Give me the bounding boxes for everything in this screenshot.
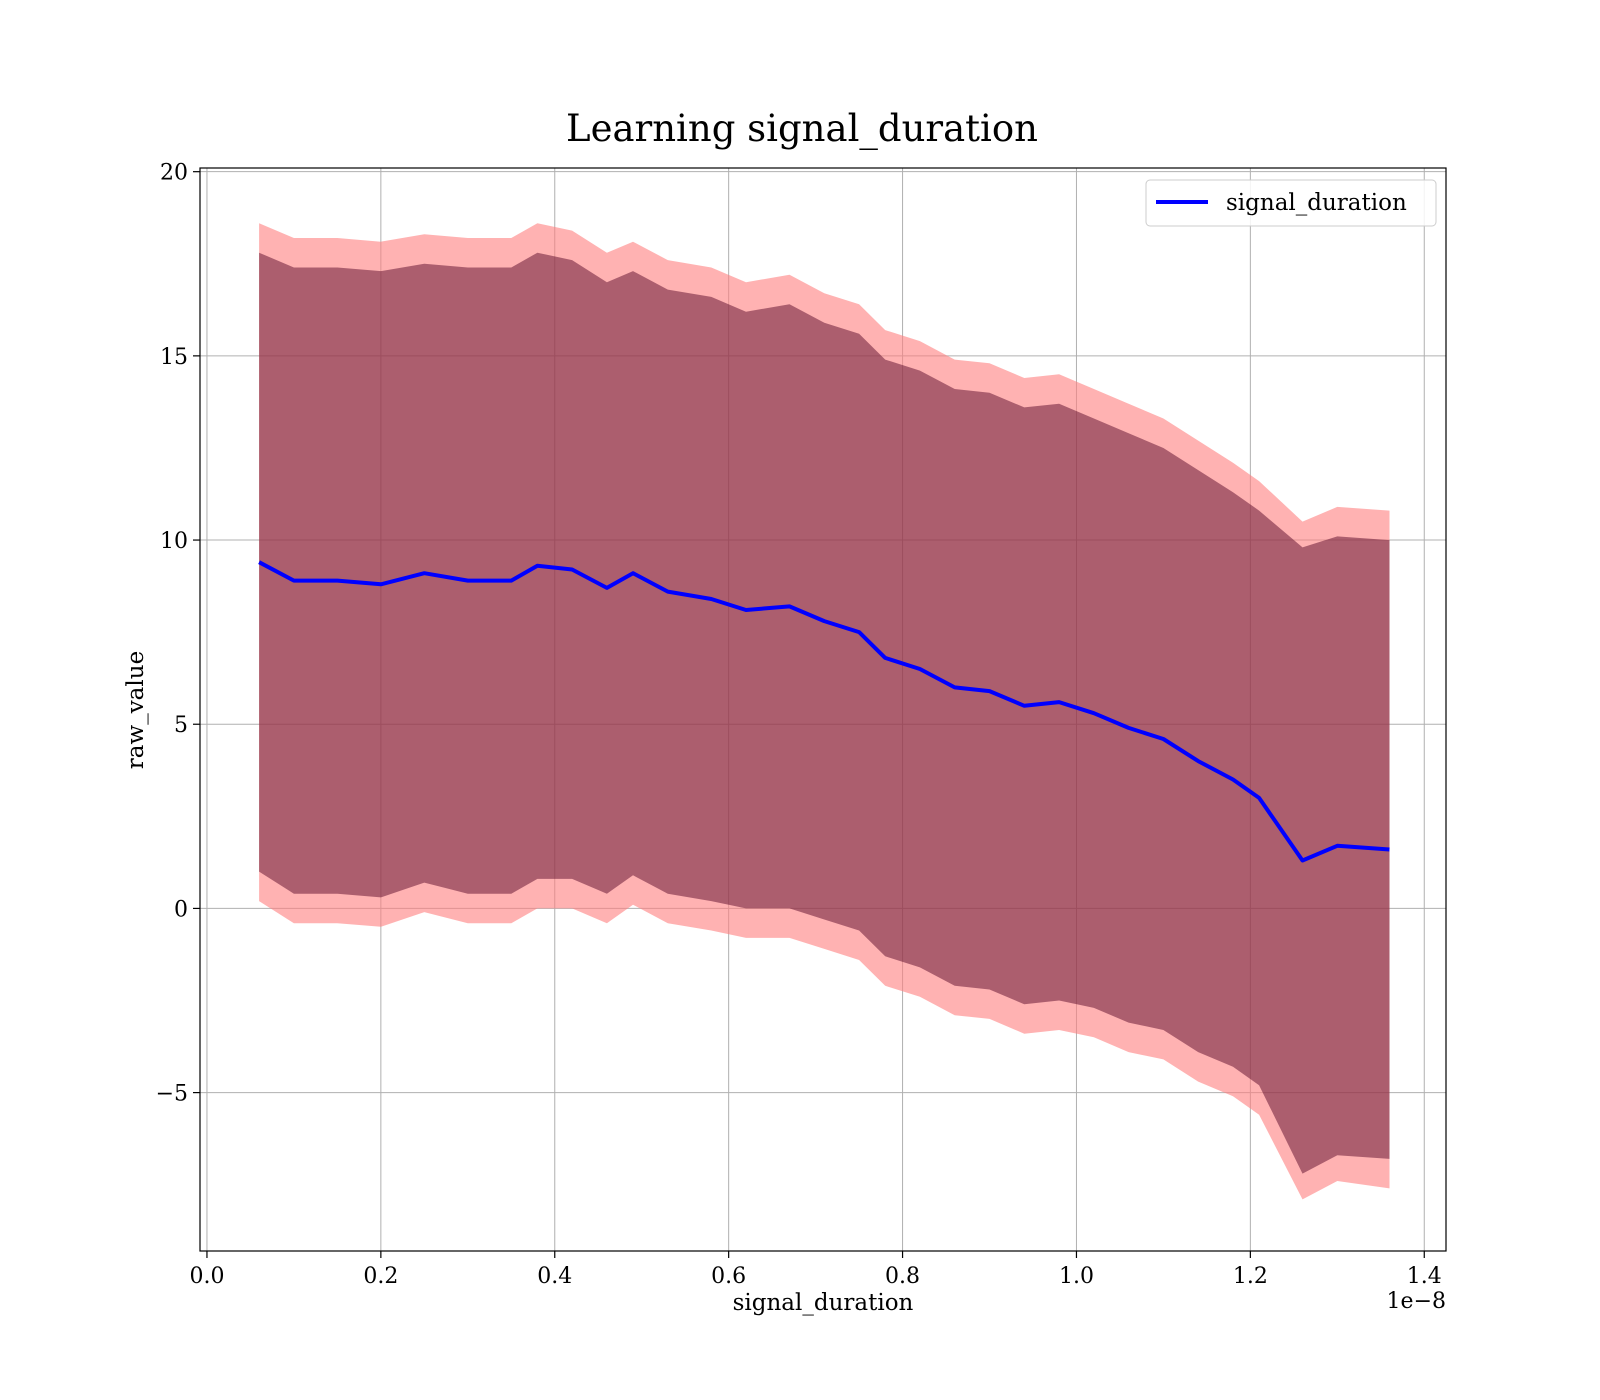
y-axis-label: raw_value bbox=[123, 651, 149, 769]
x-tick-label: 0.8 bbox=[885, 1264, 920, 1289]
y-tick-label: 10 bbox=[160, 529, 188, 554]
plot-frame bbox=[199, 167, 1447, 1252]
chart-title: Learning signal_duration bbox=[566, 107, 1038, 151]
x-tick-label: 1.4 bbox=[1407, 1264, 1442, 1289]
x-axis-label: signal_duration bbox=[733, 1290, 914, 1316]
y-tick-label: −5 bbox=[156, 1082, 188, 1107]
x-tick-label: 1.0 bbox=[1059, 1264, 1094, 1289]
series-lines bbox=[258, 560, 1390, 863]
legend-label: signal_duration bbox=[1226, 190, 1407, 216]
series-line-signal-duration bbox=[258, 560, 1390, 863]
x-tick-label: 0.2 bbox=[363, 1264, 398, 1289]
y-tick-label: 15 bbox=[160, 345, 188, 370]
x-tick-label: 1.2 bbox=[1233, 1264, 1268, 1289]
y-tick-label: 0 bbox=[174, 897, 188, 922]
y-tick-label: 5 bbox=[174, 713, 188, 738]
y-axis-ticks: −5 0 5 10 15 20 bbox=[156, 161, 200, 1107]
x-tick-label: 0.4 bbox=[537, 1264, 572, 1289]
x-axis-offset-label: 1e−8 bbox=[1387, 1289, 1446, 1314]
std-bands bbox=[259, 223, 1390, 1200]
x-tick-label: 0.6 bbox=[711, 1264, 746, 1289]
legend-box bbox=[1145, 179, 1437, 227]
x-tick-label: 0.0 bbox=[189, 1264, 224, 1289]
std1-band bbox=[259, 252, 1390, 1174]
legend: signal_duration bbox=[1145, 179, 1437, 227]
y-tick-label: 20 bbox=[160, 161, 188, 186]
x-axis-ticks: 0.0 0.2 0.4 0.6 0.8 1.0 1.2 1.4 bbox=[189, 1251, 1442, 1289]
